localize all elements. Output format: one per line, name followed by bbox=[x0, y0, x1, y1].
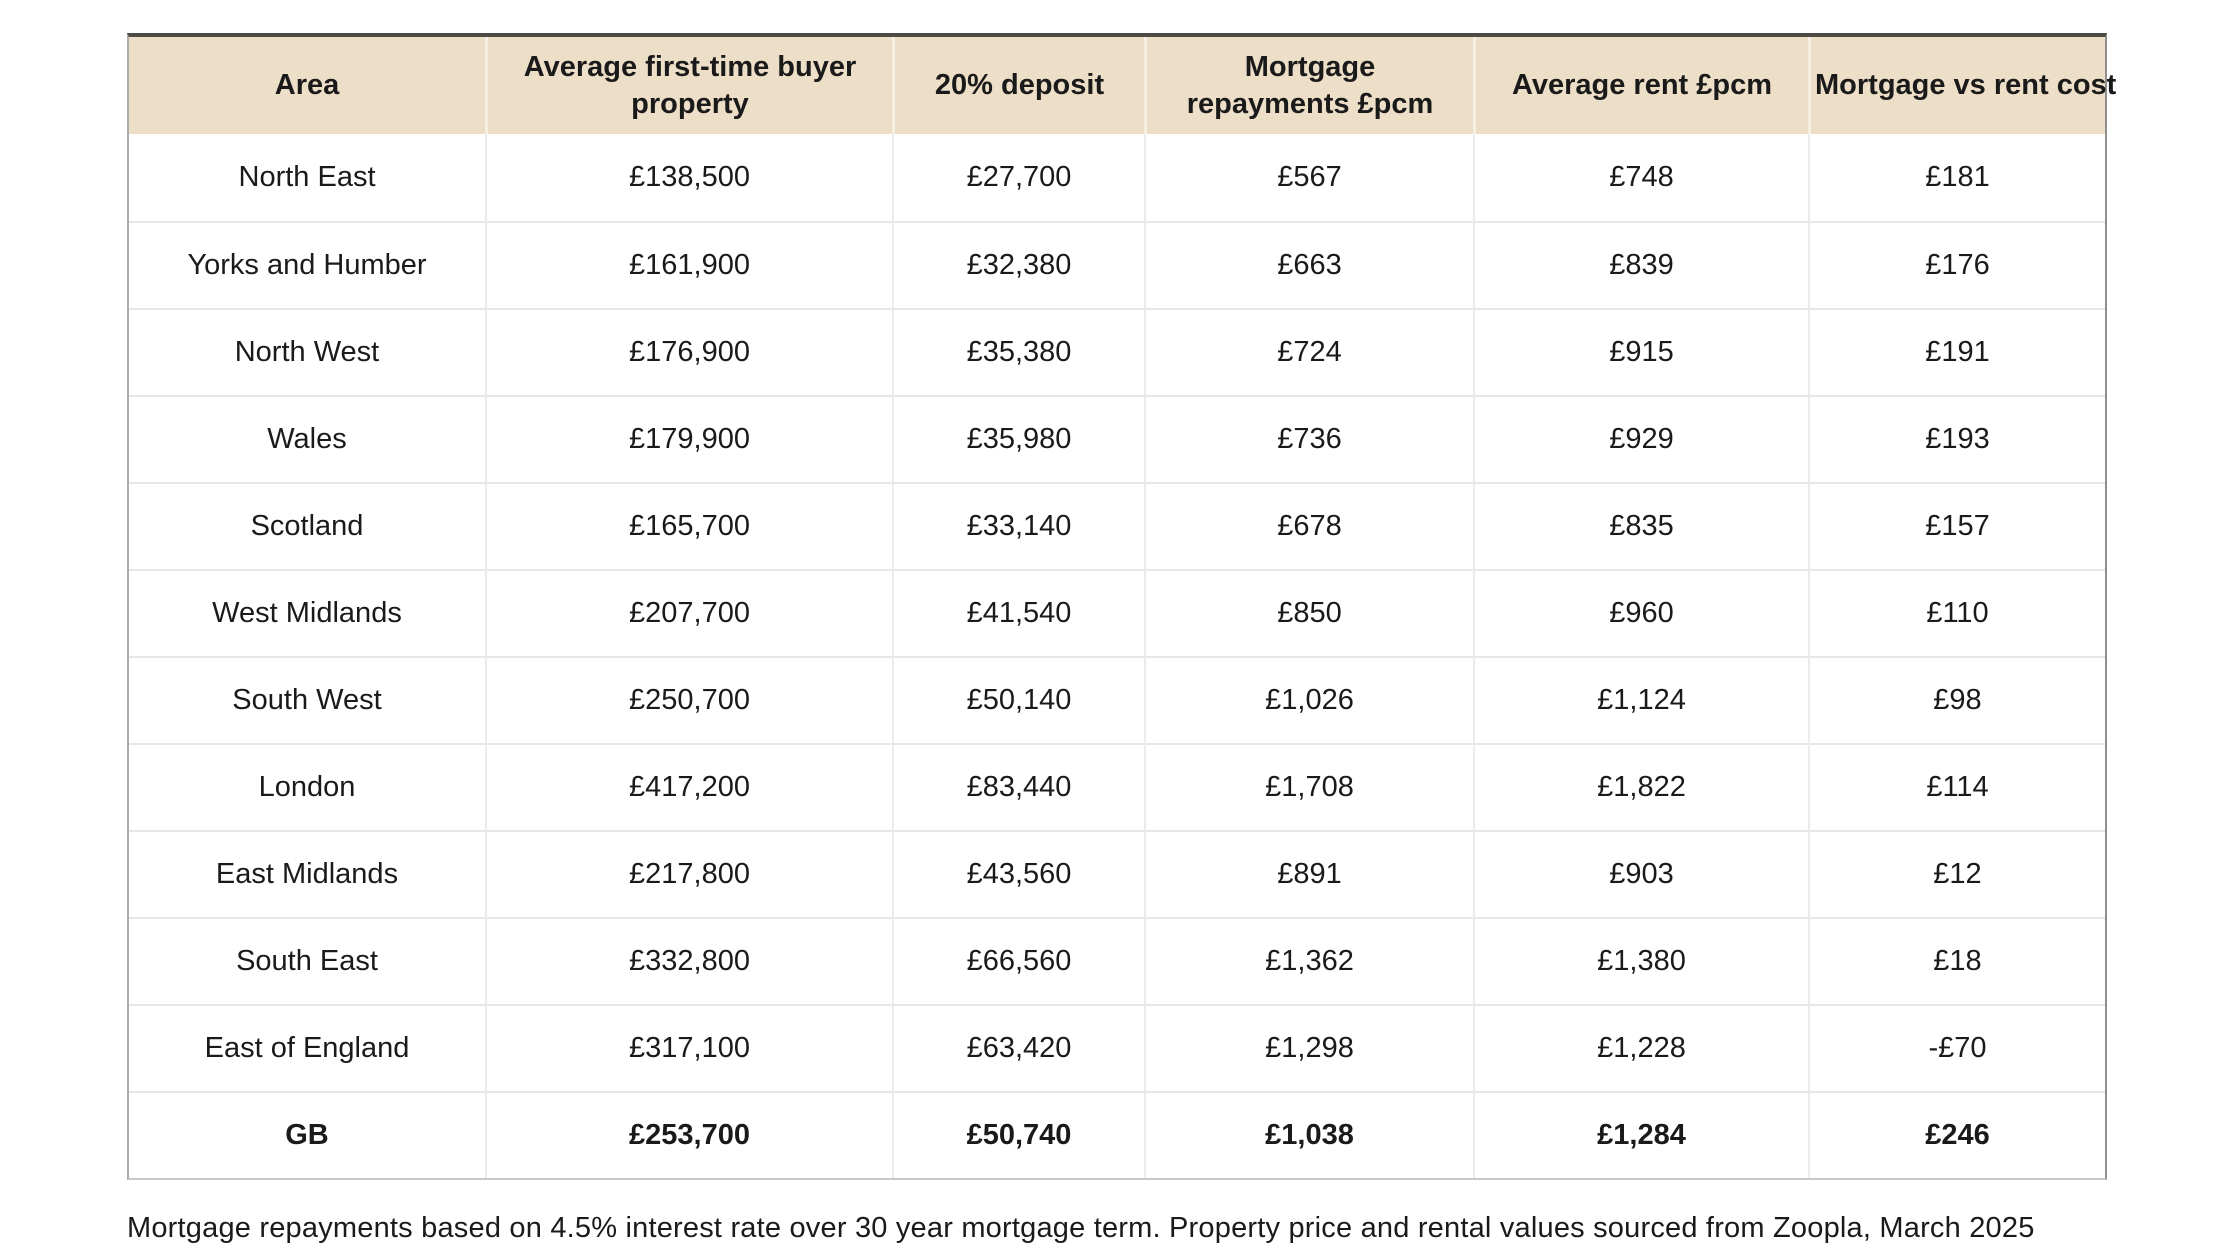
cell-average-rent: £929 bbox=[1473, 395, 1808, 482]
cell-average-rent: £1,822 bbox=[1473, 743, 1808, 830]
cell-average-rent: £748 bbox=[1473, 134, 1808, 221]
cell-mortgage-repayments: £678 bbox=[1144, 482, 1473, 569]
cell-mortgage-vs-rent: £110 bbox=[1808, 569, 2105, 656]
cell-mortgage-repayments: £736 bbox=[1144, 395, 1473, 482]
cell-average-rent: £915 bbox=[1473, 308, 1808, 395]
mortgage-vs-rent-table: Area Average first-time buyer property 2… bbox=[127, 33, 2116, 1180]
table-row: North West £176,900 £35,380 £724 £915 £1… bbox=[129, 308, 2105, 395]
cell-area: North West bbox=[129, 308, 485, 395]
cell-deposit: £35,380 bbox=[892, 308, 1144, 395]
table-header: Area Average first-time buyer property 2… bbox=[129, 37, 2116, 134]
cell-average-rent: £1,228 bbox=[1473, 1004, 1808, 1091]
cell-deposit: £63,420 bbox=[892, 1004, 1144, 1091]
table-row: Wales £179,900 £35,980 £736 £929 £193 bbox=[129, 395, 2105, 482]
cell-property-price: £250,700 bbox=[485, 656, 892, 743]
cell-mortgage-vs-rent: £157 bbox=[1808, 482, 2105, 569]
cell-mortgage-vs-rent: £176 bbox=[1808, 221, 2105, 308]
cell-area: South West bbox=[129, 656, 485, 743]
table-body: North East £138,500 £27,700 £567 £748 £1… bbox=[129, 134, 2105, 1178]
cell-mortgage-repayments: £724 bbox=[1144, 308, 1473, 395]
cell-mortgage-vs-rent: £18 bbox=[1808, 917, 2105, 1004]
cell-mortgage-repayments: £1,362 bbox=[1144, 917, 1473, 1004]
column-header-property-price: Average first-time buyer property bbox=[485, 37, 892, 134]
cell-average-rent: £839 bbox=[1473, 221, 1808, 308]
cell-deposit: £66,560 bbox=[892, 917, 1144, 1004]
cell-mortgage-repayments: £891 bbox=[1144, 830, 1473, 917]
cell-deposit: £83,440 bbox=[892, 743, 1144, 830]
cell-average-rent: £903 bbox=[1473, 830, 1808, 917]
cell-deposit: £33,140 bbox=[892, 482, 1144, 569]
cell-deposit: £27,700 bbox=[892, 134, 1144, 221]
cell-deposit: £32,380 bbox=[892, 221, 1144, 308]
cell-area: GB bbox=[129, 1091, 485, 1178]
cell-property-price: £253,700 bbox=[485, 1091, 892, 1178]
table-row-gb-total: GB £253,700 £50,740 £1,038 £1,284 £246 bbox=[129, 1091, 2105, 1178]
cell-average-rent: £1,124 bbox=[1473, 656, 1808, 743]
cell-average-rent: £835 bbox=[1473, 482, 1808, 569]
cell-property-price: £165,700 bbox=[485, 482, 892, 569]
cell-mortgage-vs-rent: -£70 bbox=[1808, 1004, 2105, 1091]
cell-mortgage-vs-rent: £181 bbox=[1808, 134, 2105, 221]
cell-mortgage-vs-rent: £12 bbox=[1808, 830, 2105, 917]
cell-mortgage-repayments: £850 bbox=[1144, 569, 1473, 656]
cell-average-rent: £960 bbox=[1473, 569, 1808, 656]
cell-mortgage-repayments: £1,298 bbox=[1144, 1004, 1473, 1091]
cell-mortgage-vs-rent: £246 bbox=[1808, 1091, 2105, 1178]
cell-mortgage-vs-rent: £191 bbox=[1808, 308, 2105, 395]
cell-area: East of England bbox=[129, 1004, 485, 1091]
cell-property-price: £317,100 bbox=[485, 1004, 892, 1091]
table-row: Yorks and Humber £161,900 £32,380 £663 £… bbox=[129, 221, 2105, 308]
cell-deposit: £41,540 bbox=[892, 569, 1144, 656]
cell-mortgage-vs-rent: £114 bbox=[1808, 743, 2105, 830]
cell-property-price: £176,900 bbox=[485, 308, 892, 395]
cell-area: Yorks and Humber bbox=[129, 221, 485, 308]
cell-deposit: £35,980 bbox=[892, 395, 1144, 482]
cell-mortgage-repayments: £1,038 bbox=[1144, 1091, 1473, 1178]
table-row: West Midlands £207,700 £41,540 £850 £960… bbox=[129, 569, 2105, 656]
cell-property-price: £217,800 bbox=[485, 830, 892, 917]
table-row: Scotland £165,700 £33,140 £678 £835 £157 bbox=[129, 482, 2105, 569]
cell-area: North East bbox=[129, 134, 485, 221]
cell-property-price: £179,900 bbox=[485, 395, 892, 482]
cell-deposit: £43,560 bbox=[892, 830, 1144, 917]
cell-average-rent: £1,284 bbox=[1473, 1091, 1808, 1178]
table-row: London £417,200 £83,440 £1,708 £1,822 £1… bbox=[129, 743, 2105, 830]
cell-area: Wales bbox=[129, 395, 485, 482]
table-row: South West £250,700 £50,140 £1,026 £1,12… bbox=[129, 656, 2105, 743]
cell-property-price: £161,900 bbox=[485, 221, 892, 308]
header-row: Area Average first-time buyer property 2… bbox=[129, 37, 2116, 134]
cell-area: South East bbox=[129, 917, 485, 1004]
column-header-mortgage-repayments: Mortgage repayments £pcm bbox=[1144, 37, 1473, 134]
cell-property-price: £332,800 bbox=[485, 917, 892, 1004]
cell-area: East Midlands bbox=[129, 830, 485, 917]
cell-average-rent: £1,380 bbox=[1473, 917, 1808, 1004]
cell-area: London bbox=[129, 743, 485, 830]
cell-mortgage-vs-rent: £193 bbox=[1808, 395, 2105, 482]
cell-mortgage-repayments: £1,708 bbox=[1144, 743, 1473, 830]
table-row: East of England £317,100 £63,420 £1,298 … bbox=[129, 1004, 2105, 1091]
cell-mortgage-repayments: £1,026 bbox=[1144, 656, 1473, 743]
column-header-deposit: 20% deposit bbox=[892, 37, 1144, 134]
cell-mortgage-repayments: £663 bbox=[1144, 221, 1473, 308]
cell-mortgage-vs-rent: £98 bbox=[1808, 656, 2105, 743]
table-row: South East £332,800 £66,560 £1,362 £1,38… bbox=[129, 917, 2105, 1004]
column-header-area: Area bbox=[129, 37, 485, 134]
column-header-mortgage-vs-rent: Mortgage vs rent cost bbox=[1808, 37, 2116, 134]
table-row: North East £138,500 £27,700 £567 £748 £1… bbox=[129, 134, 2105, 221]
table-row: East Midlands £217,800 £43,560 £891 £903… bbox=[129, 830, 2105, 917]
footnote: Mortgage repayments based on 4.5% intere… bbox=[127, 1212, 2035, 1244]
cell-area: West Midlands bbox=[129, 569, 485, 656]
column-header-average-rent: Average rent £pcm bbox=[1473, 37, 1808, 134]
cell-mortgage-repayments: £567 bbox=[1144, 134, 1473, 221]
cell-property-price: £138,500 bbox=[485, 134, 892, 221]
cell-deposit: £50,740 bbox=[892, 1091, 1144, 1178]
cell-property-price: £417,200 bbox=[485, 743, 892, 830]
cell-deposit: £50,140 bbox=[892, 656, 1144, 743]
cell-area: Scotland bbox=[129, 482, 485, 569]
cell-property-price: £207,700 bbox=[485, 569, 892, 656]
